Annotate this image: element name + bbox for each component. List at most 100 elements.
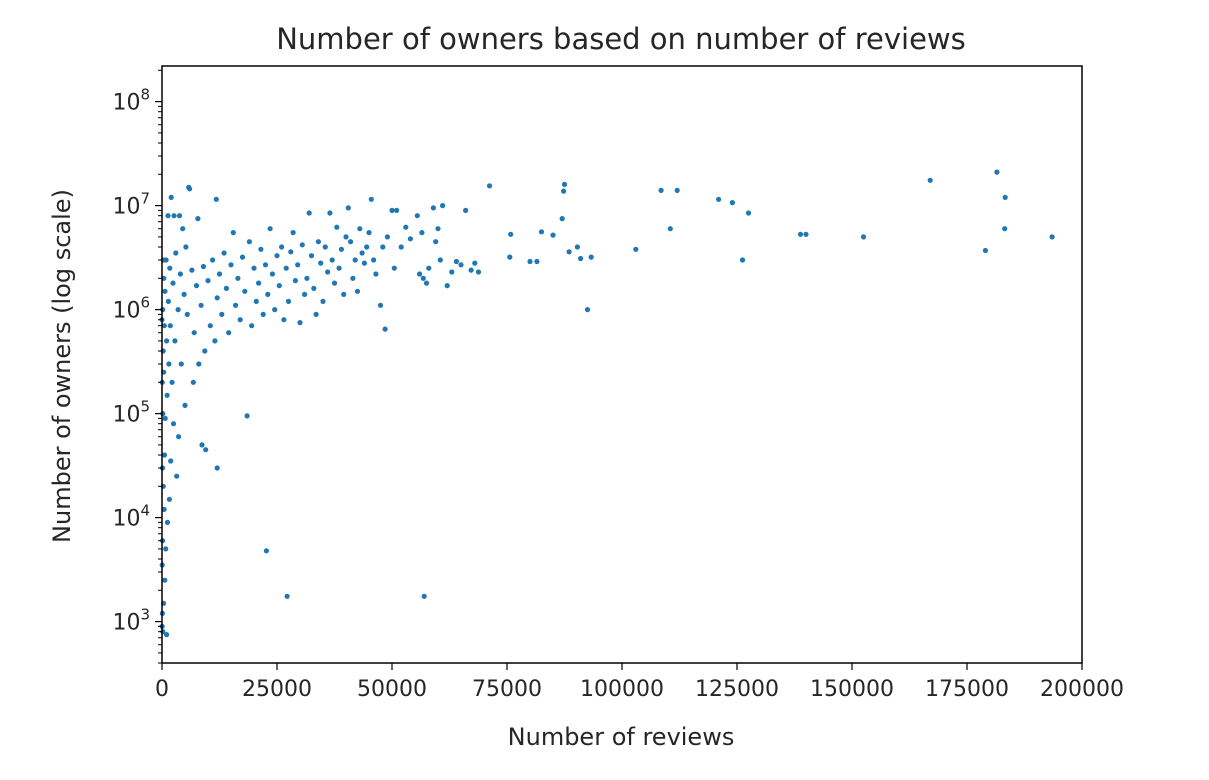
data-point — [269, 271, 275, 277]
data-point — [237, 317, 243, 323]
data-point — [430, 205, 436, 211]
x-tick-label: 75000 — [472, 677, 542, 702]
data-point — [982, 247, 989, 254]
data-point — [674, 187, 680, 193]
data-point — [162, 577, 168, 583]
data-point — [164, 392, 170, 398]
data-point — [283, 265, 289, 271]
data-point — [361, 260, 367, 266]
plot-area-frame — [161, 65, 1083, 664]
data-point — [226, 330, 232, 336]
data-point — [348, 239, 354, 245]
data-point — [186, 184, 192, 190]
data-point — [178, 361, 184, 367]
data-point — [329, 257, 335, 263]
data-point — [191, 330, 197, 336]
data-point — [193, 283, 200, 289]
data-point — [184, 311, 190, 317]
data-point — [1002, 194, 1008, 200]
data-point — [196, 361, 202, 367]
data-point — [458, 262, 464, 268]
data-point — [202, 348, 208, 354]
data-point — [165, 213, 171, 219]
data-point — [189, 267, 195, 273]
data-point — [391, 265, 397, 271]
data-point — [435, 226, 441, 232]
data-point — [203, 447, 209, 453]
data-point — [212, 338, 218, 344]
x-tick-label: 0 — [155, 677, 169, 702]
data-point — [170, 280, 176, 286]
data-point — [380, 244, 386, 250]
data-point — [274, 253, 280, 259]
data-point — [550, 232, 556, 238]
data-point — [508, 231, 514, 237]
data-point — [313, 311, 319, 317]
data-point — [423, 280, 430, 286]
data-point — [198, 302, 204, 308]
data-point — [354, 288, 361, 294]
data-point — [207, 323, 213, 329]
data-point — [633, 246, 639, 252]
data-point — [345, 205, 351, 211]
data-point — [284, 593, 290, 599]
data-point — [285, 298, 292, 304]
y-tick-label: 104 — [112, 502, 150, 532]
data-points — [159, 169, 1055, 638]
data-point — [251, 265, 257, 271]
data-point — [304, 275, 310, 281]
data-point — [927, 177, 933, 183]
data-point — [161, 323, 167, 329]
data-point — [166, 496, 172, 502]
data-point — [299, 242, 305, 248]
data-point — [183, 244, 189, 250]
data-point — [384, 234, 390, 240]
data-point — [440, 203, 446, 209]
data-point — [230, 230, 236, 236]
data-point — [357, 226, 363, 232]
data-point — [223, 285, 229, 291]
data-point — [364, 244, 370, 250]
data-point — [433, 239, 439, 245]
data-point — [414, 213, 420, 219]
data-point — [249, 323, 255, 329]
data-point — [164, 519, 171, 526]
data-point — [716, 196, 722, 202]
data-point — [267, 226, 273, 232]
data-point — [171, 213, 177, 219]
data-point — [172, 338, 178, 344]
data-point — [233, 302, 239, 308]
data-point — [168, 194, 174, 200]
data-point — [444, 283, 450, 289]
data-point — [398, 244, 404, 250]
data-point — [173, 250, 179, 256]
data-point — [169, 379, 175, 385]
data-point — [181, 291, 187, 297]
data-point — [219, 311, 225, 317]
data-point — [584, 307, 591, 313]
data-point — [235, 275, 241, 281]
data-point — [175, 307, 181, 313]
data-point — [336, 265, 342, 271]
data-point — [588, 254, 594, 260]
data-point — [281, 317, 287, 323]
data-point — [373, 271, 379, 277]
data-point — [371, 257, 377, 263]
data-point — [205, 278, 211, 284]
data-point — [803, 231, 809, 237]
x-tick-label: 150000 — [810, 677, 894, 702]
data-point — [246, 239, 252, 245]
data-point — [331, 280, 338, 286]
data-point — [228, 262, 234, 268]
data-point — [170, 421, 177, 427]
data-point — [295, 262, 301, 268]
x-tick-label: 175000 — [925, 677, 1009, 702]
data-point — [161, 506, 167, 512]
y-tick-label: 105 — [112, 398, 150, 428]
data-point — [311, 285, 317, 291]
x-tick-label: 100000 — [580, 677, 664, 702]
data-point — [1049, 234, 1055, 240]
data-point — [463, 207, 469, 213]
data-point — [297, 320, 303, 326]
data-point — [417, 271, 423, 277]
